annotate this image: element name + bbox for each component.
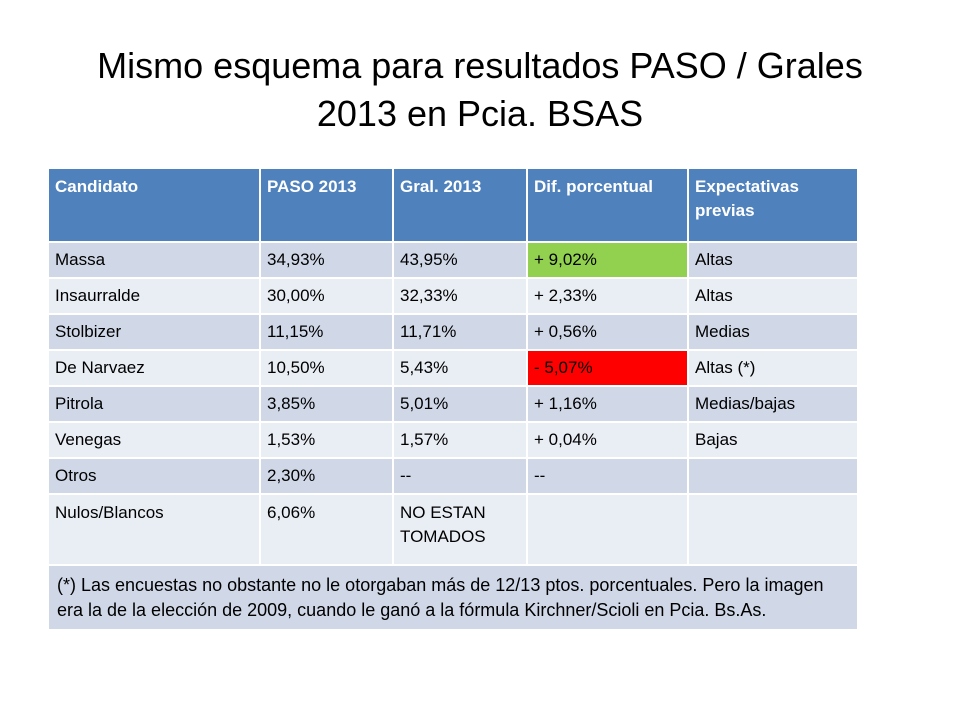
cell-gral: 5,01% — [392, 385, 528, 423]
cell-gral: 5,43% — [392, 349, 528, 387]
cell-expectativas — [687, 493, 859, 566]
cell-dif-highlight-negative: - 5,07% — [526, 349, 689, 387]
cell-gral: 43,95% — [392, 241, 528, 279]
table-row: Stolbizer 11,15% 11,71% + 0,56% Medias — [47, 313, 859, 351]
cell-dif: + 0,56% — [526, 313, 689, 351]
table-row: Nulos/Blancos 6,06% NO ESTAN TOMADOS — [47, 493, 859, 566]
table-header-row: Candidato PASO 2013 Gral. 2013 Dif. porc… — [47, 167, 859, 243]
cell-candidato: Nulos/Blancos — [47, 493, 261, 566]
cell-gral: 11,71% — [392, 313, 528, 351]
slide-title-line-1: Mismo esquema para resultados PASO / Gra… — [97, 45, 863, 86]
cell-dif — [526, 493, 689, 566]
table-row: De Narvaez 10,50% 5,43% - 5,07% Altas (*… — [47, 349, 859, 387]
footnote: (*) Las encuestas no obstante no le otor… — [47, 564, 859, 631]
header-gral-2013: Gral. 2013 — [392, 167, 528, 243]
footnote-row: (*) Las encuestas no obstante no le otor… — [47, 564, 859, 631]
cell-expectativas: Altas — [687, 277, 859, 315]
cell-paso: 2,30% — [259, 457, 394, 495]
cell-candidato: Venegas — [47, 421, 261, 459]
cell-expectativas: Bajas — [687, 421, 859, 459]
cell-gral: 1,57% — [392, 421, 528, 459]
header-expectativas-previas: Expectativas previas — [687, 167, 859, 243]
cell-dif: + 0,04% — [526, 421, 689, 459]
slide-title: Mismo esquema para resultados PASO / Gra… — [60, 42, 900, 138]
cell-expectativas — [687, 457, 859, 495]
cell-candidato: Massa — [47, 241, 261, 279]
cell-candidato: Pitrola — [47, 385, 261, 423]
cell-gral: -- — [392, 457, 528, 495]
cell-expectativas: Medias — [687, 313, 859, 351]
table-row: Massa 34,93% 43,95% + 9,02% Altas — [47, 241, 859, 279]
table-row: Insaurralde 30,00% 32,33% + 2,33% Altas — [47, 277, 859, 315]
cell-paso: 30,00% — [259, 277, 394, 315]
cell-candidato: Otros — [47, 457, 261, 495]
cell-gral: NO ESTAN TOMADOS — [392, 493, 528, 566]
cell-paso: 11,15% — [259, 313, 394, 351]
cell-dif: + 1,16% — [526, 385, 689, 423]
header-dif-porcentual: Dif. porcentual — [526, 167, 689, 243]
cell-dif-highlight-positive: + 9,02% — [526, 241, 689, 279]
cell-paso: 6,06% — [259, 493, 394, 566]
header-paso-2013: PASO 2013 — [259, 167, 394, 243]
cell-dif: + 2,33% — [526, 277, 689, 315]
cell-candidato: Insaurralde — [47, 277, 261, 315]
cell-candidato: Stolbizer — [47, 313, 261, 351]
table-row: Otros 2,30% -- -- — [47, 457, 859, 495]
results-table: Candidato PASO 2013 Gral. 2013 Dif. porc… — [47, 167, 859, 631]
cell-paso: 1,53% — [259, 421, 394, 459]
table-row: Venegas 1,53% 1,57% + 0,04% Bajas — [47, 421, 859, 459]
slide-title-line-2: 2013 en Pcia. BSAS — [316, 93, 644, 134]
cell-dif: -- — [526, 457, 689, 495]
cell-paso: 34,93% — [259, 241, 394, 279]
cell-expectativas: Medias/bajas — [687, 385, 859, 423]
cell-gral: 32,33% — [392, 277, 528, 315]
table-row: Pitrola 3,85% 5,01% + 1,16% Medias/bajas — [47, 385, 859, 423]
cell-candidato: De Narvaez — [47, 349, 261, 387]
cell-paso: 3,85% — [259, 385, 394, 423]
cell-expectativas: Altas — [687, 241, 859, 279]
cell-expectativas: Altas (*) — [687, 349, 859, 387]
header-candidato: Candidato — [47, 167, 261, 243]
cell-paso: 10,50% — [259, 349, 394, 387]
